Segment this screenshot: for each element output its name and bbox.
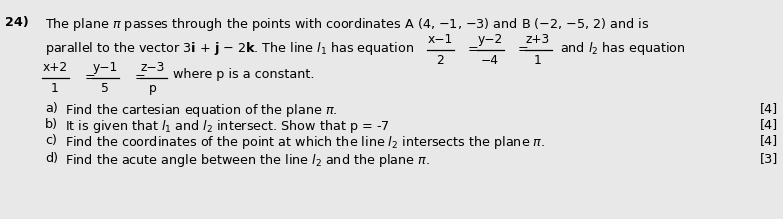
Text: and $l_2$ has equation: and $l_2$ has equation xyxy=(560,40,685,57)
Text: b): b) xyxy=(45,118,58,131)
Text: y−2: y−2 xyxy=(478,33,503,46)
Text: =: = xyxy=(468,44,478,57)
Text: c): c) xyxy=(45,134,57,147)
Text: d): d) xyxy=(45,152,58,165)
Text: where p is a constant.: where p is a constant. xyxy=(173,68,315,81)
Text: Find the coordinates of the point at which the line $l_2$ intersects the plane $: Find the coordinates of the point at whi… xyxy=(65,134,545,151)
Text: y−1: y−1 xyxy=(92,61,117,74)
Text: 5: 5 xyxy=(101,82,109,95)
Text: It is given that $l_1$ and $l_2$ intersect. Show that p = -7: It is given that $l_1$ and $l_2$ interse… xyxy=(65,118,390,135)
Text: z−3: z−3 xyxy=(141,61,165,74)
Text: [3]: [3] xyxy=(760,152,778,165)
Text: =: = xyxy=(518,44,529,57)
Text: 1: 1 xyxy=(534,54,542,67)
Text: Find the acute angle between the line $l_2$ and the plane $\pi$.: Find the acute angle between the line $l… xyxy=(65,152,430,169)
Text: x+2: x+2 xyxy=(42,61,67,74)
Text: 2: 2 xyxy=(436,54,444,67)
Text: [4]: [4] xyxy=(760,134,778,147)
Text: −4: −4 xyxy=(481,54,499,67)
Text: =: = xyxy=(135,71,146,85)
Text: x−1: x−1 xyxy=(428,33,453,46)
Text: z+3: z+3 xyxy=(526,33,550,46)
Text: a): a) xyxy=(45,102,58,115)
Text: parallel to the vector 3$\mathbf{i}$ + $\mathbf{j}$ $-$ 2$\mathbf{k}$. The line : parallel to the vector 3$\mathbf{i}$ + $… xyxy=(45,40,414,57)
Text: =: = xyxy=(85,71,96,85)
Text: [4]: [4] xyxy=(760,102,778,115)
Text: 1: 1 xyxy=(51,82,59,95)
Text: Find the cartesian equation of the plane $\pi$.: Find the cartesian equation of the plane… xyxy=(65,102,337,119)
Text: 24): 24) xyxy=(5,16,29,29)
Text: The plane $\pi$ passes through the points with coordinates A (4, $-$1, $-$3) and: The plane $\pi$ passes through the point… xyxy=(45,16,649,33)
Text: [4]: [4] xyxy=(760,118,778,131)
Text: p: p xyxy=(149,82,157,95)
